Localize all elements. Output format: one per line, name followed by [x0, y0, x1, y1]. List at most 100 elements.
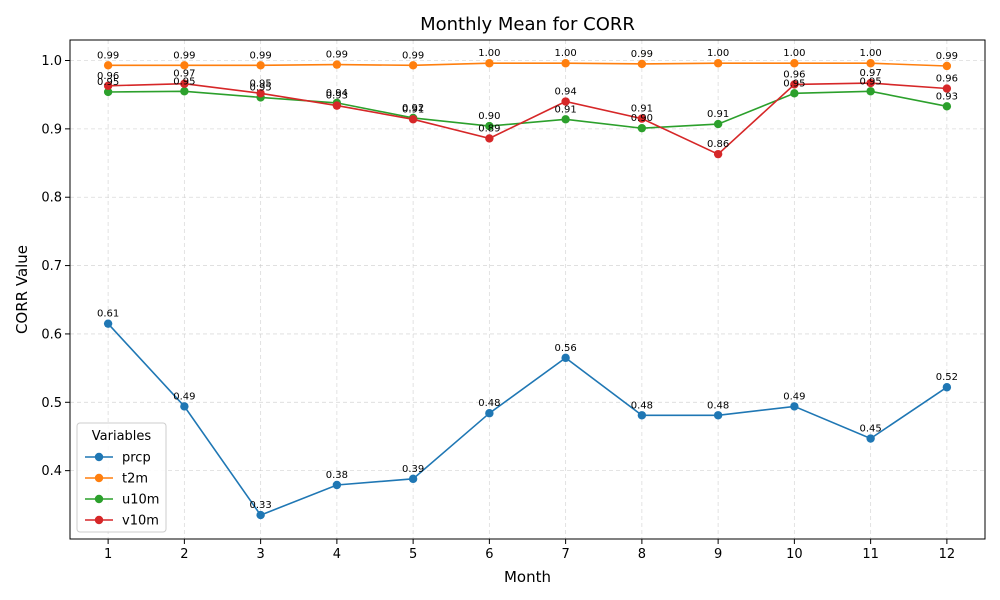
x-tick-label: 8: [638, 547, 646, 562]
legend: Variables prcp t2m u10m v10m: [76, 422, 167, 533]
legend-item-v10m: v10m: [85, 514, 159, 529]
data-label-u10m: 0.90: [478, 111, 500, 122]
data-point-t2m: [332, 60, 342, 69]
data-point-t2m: [637, 59, 647, 69]
data-label-u10m: 0.92: [402, 103, 424, 114]
legend-swatch-marker: [94, 473, 104, 483]
data-label-v10m: 0.97: [859, 68, 881, 79]
data-label-prcp: 0.38: [326, 470, 348, 481]
data-point-t2m: [485, 59, 494, 68]
y-tick-label: 0.8: [41, 191, 62, 206]
data-point-t2m: [866, 59, 875, 68]
y-tick-label: 0.4: [41, 464, 62, 479]
data-label-v10m: 0.91: [402, 104, 424, 115]
data-label-t2m: 0.99: [326, 50, 348, 61]
y-tick-label: 0.6: [41, 327, 62, 342]
data-label-prcp: 0.49: [173, 391, 195, 402]
data-label-t2m: 0.99: [936, 51, 958, 62]
x-tick-label: 5: [409, 547, 417, 562]
data-point-v10m: [408, 115, 418, 124]
data-point-u10m: [790, 89, 799, 98]
data-label-prcp: 0.33: [249, 500, 271, 511]
legend-label: v10m: [122, 514, 159, 529]
data-label-prcp: 0.45: [859, 424, 881, 435]
data-label-v10m: 0.94: [554, 87, 576, 98]
data-label-prcp: 0.61: [97, 309, 119, 320]
x-tick-label: 2: [180, 547, 188, 562]
plot-frame: [69, 39, 986, 540]
data-point-u10m: [942, 102, 952, 111]
x-tick-label: 7: [561, 547, 569, 562]
data-point-u10m: [866, 87, 875, 96]
data-label-v10m: 0.89: [478, 123, 500, 134]
data-label-t2m: 0.99: [97, 50, 119, 61]
data-label-v10m: 0.96: [936, 74, 958, 85]
legend-label: t2m: [122, 472, 148, 487]
data-point-t2m: [103, 61, 113, 70]
data-label-t2m: 1.00: [783, 48, 805, 59]
x-tick-label: 1: [104, 547, 112, 562]
series-line-u10m: [108, 90, 948, 130]
data-label-prcp: 0.49: [783, 391, 805, 402]
series-v10m: [103, 78, 952, 159]
data-point-prcp: [103, 319, 113, 328]
x-axis-ticks: 1 2 3 4 5 6 7 8 9 10 11 12: [104, 539, 955, 562]
chart-title: Monthly Mean for CORR: [420, 14, 635, 35]
legend-swatch-marker: [94, 515, 104, 525]
data-point-prcp: [561, 353, 570, 363]
data-label-v10m: 0.97: [173, 69, 195, 80]
x-tick-label: 6: [485, 547, 493, 562]
data-label-t2m: 0.99: [631, 49, 653, 60]
data-point-v10m: [713, 149, 723, 159]
x-tick-label: 11: [862, 547, 879, 562]
data-label-t2m: 1.00: [859, 48, 881, 59]
legend-label: prcp: [122, 451, 151, 466]
series-line-v10m: [108, 82, 947, 156]
data-label-t2m: 0.99: [173, 50, 195, 61]
data-point-v10m: [332, 101, 342, 110]
legend-item-t2m: t2m: [85, 472, 148, 487]
data-label-u10m: 0.94: [326, 88, 348, 99]
data-point-t2m: [256, 61, 265, 70]
legend-swatch-marker: [94, 494, 104, 504]
data-point-v10m: [637, 114, 647, 123]
x-tick-label: 3: [256, 547, 264, 562]
x-tick-label: 10: [786, 547, 803, 562]
data-point-prcp: [332, 480, 342, 490]
data-point-v10m: [180, 79, 189, 88]
data-point-prcp: [180, 402, 189, 411]
data-label-u10m: 0.95: [249, 82, 271, 93]
data-point-u10m: [713, 119, 723, 129]
series-prcp: [103, 319, 952, 520]
data-point-t2m: [713, 59, 723, 68]
x-tick-label: 12: [939, 547, 956, 562]
data-label-v10m: 0.95: [249, 78, 271, 89]
data-label-u10m: 0.95: [783, 78, 805, 89]
data-point-t2m: [942, 61, 952, 71]
data-point-v10m: [256, 89, 265, 98]
data-label-v10m: 0.96: [783, 69, 805, 80]
data-point-v10m: [790, 80, 799, 89]
data-label-prcp: 0.39: [402, 464, 424, 475]
data-label-u10m: 0.91: [707, 109, 729, 120]
legend-title: Variables: [92, 429, 152, 444]
data-point-prcp: [485, 409, 494, 418]
legend-items: prcp t2m u10m v10m: [85, 451, 159, 529]
x-tick-label: 4: [333, 547, 341, 562]
data-point-v10m: [942, 84, 952, 93]
data-point-v10m: [103, 81, 113, 90]
data-label-t2m: 1.00: [554, 48, 576, 59]
data-point-u10m: [561, 115, 570, 124]
y-tick-label: 0.9: [41, 122, 62, 137]
series-line-t2m: [108, 62, 947, 67]
data-point-prcp: [866, 434, 875, 443]
data-point-u10m: [637, 123, 647, 133]
series-line-prcp: [107, 323, 948, 517]
data-label-t2m: 1.00: [707, 48, 729, 59]
data-label-u10m: 0.91: [554, 104, 576, 115]
data-label-prcp: 0.48: [478, 398, 500, 409]
data-label-v10m: 0.93: [326, 91, 348, 102]
data-label-v10m: 0.86: [707, 139, 729, 150]
